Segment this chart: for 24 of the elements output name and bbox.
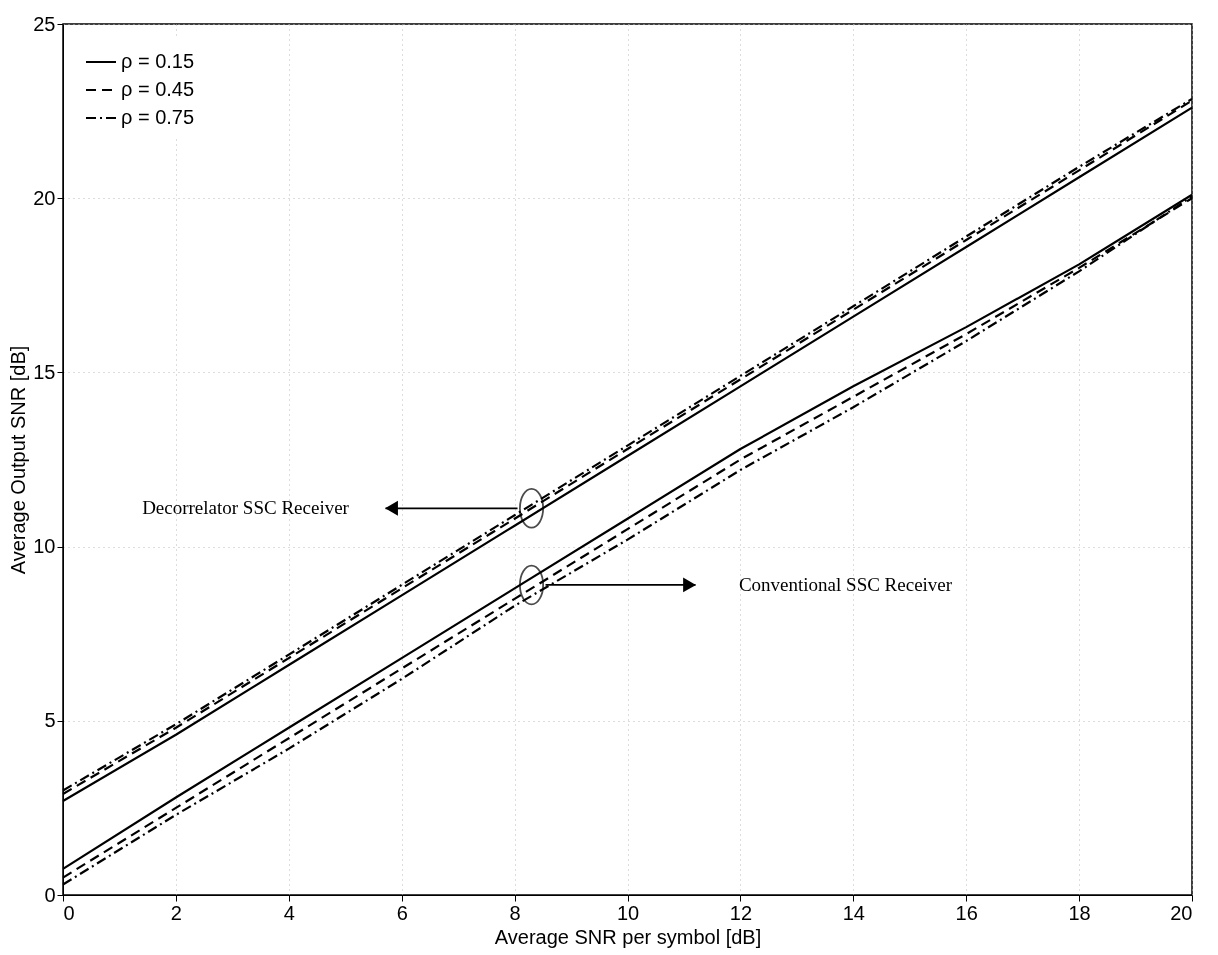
x-tick-label: 8	[509, 901, 521, 924]
legend-label: ρ = 0.75	[121, 106, 195, 128]
x-axis-title: Average SNR per symbol [dB]	[494, 925, 762, 948]
x-tick-label: 4	[283, 901, 295, 924]
legend-label: ρ = 0.15	[121, 50, 195, 72]
y-axis-title: Average Output SNR [dB]	[7, 345, 30, 575]
x-tick-label: 20	[1170, 901, 1193, 924]
x-tick-label: 2	[170, 901, 182, 924]
annotation: Decorrelator SSC Receiver	[142, 497, 350, 519]
y-tick-label: 15	[33, 360, 56, 383]
y-tick-label: 20	[33, 186, 56, 209]
y-tick-label: 5	[44, 709, 56, 732]
x-tick-label: 0	[63, 901, 75, 924]
y-tick-label: 10	[33, 535, 56, 558]
annotation: Conventional SSC Receiver	[738, 573, 953, 595]
x-tick-label: 14	[842, 901, 865, 924]
x-tick-label: 12	[729, 901, 753, 924]
x-tick-label: 16	[955, 901, 978, 924]
y-tick-label: 0	[44, 883, 56, 906]
legend-label: ρ = 0.45	[121, 78, 195, 100]
x-tick-label: 10	[616, 901, 640, 924]
y-tick-label: 25	[33, 12, 56, 35]
x-tick-label: 18	[1068, 901, 1091, 924]
x-tick-label: 6	[396, 901, 408, 924]
